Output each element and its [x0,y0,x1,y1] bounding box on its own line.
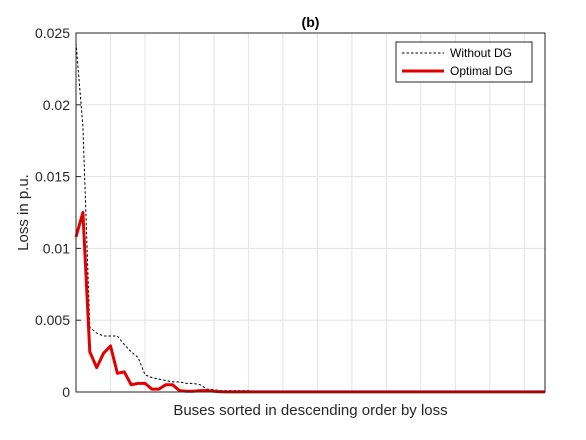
legend-label-without-dg: Without DG [450,46,512,60]
legend: Without DG Optimal DG [395,41,533,83]
y-tick-label: 0.005 [35,312,70,328]
chart-title: (b) [302,14,320,30]
y-ticks: 0 0.005 0.01 0.015 0.02 0.025 [35,25,81,400]
y-tick-label: 0 [62,384,70,400]
legend-label-optimal-dg: Optimal DG [450,64,513,78]
grid [76,33,545,392]
plot-frame [75,32,546,393]
y-tick-label: 0.02 [43,97,70,113]
x-axis-label: Buses sorted in descending order by loss [173,402,447,419]
legend-box [395,41,533,83]
y-tick-label: 0.025 [35,25,70,41]
y-axis-label: Loss in p.u. [15,174,32,251]
y-tick-label: 0.01 [43,240,70,256]
y-tick-label: 0.015 [35,169,70,185]
